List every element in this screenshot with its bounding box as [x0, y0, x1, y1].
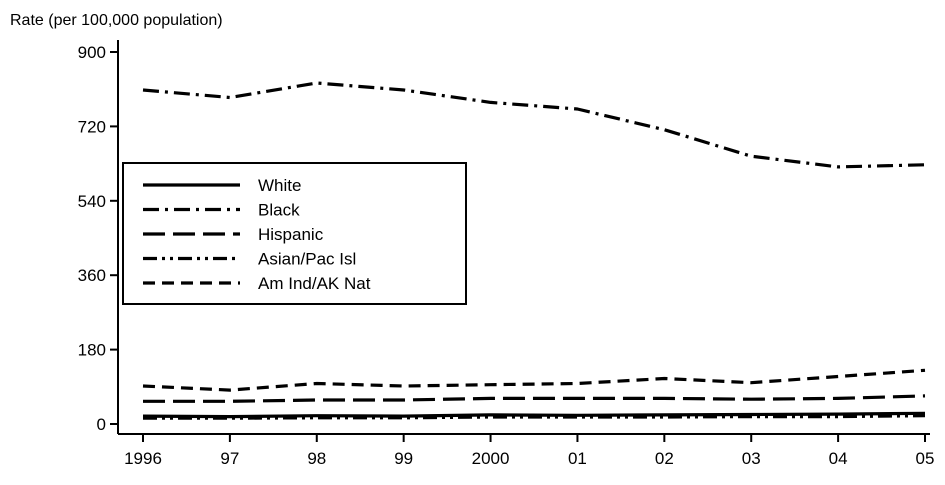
series-line-black — [142, 81, 926, 169]
y-tick-label: 540 — [78, 192, 106, 211]
legend-label-black: Black — [258, 201, 300, 220]
series-line-asian-pac-isl — [143, 414, 926, 420]
legend-label-am-ind-ak-nat: Am Ind/AK Nat — [258, 274, 371, 293]
x-tick-label: 04 — [829, 449, 848, 468]
legend-label-hispanic: Hispanic — [258, 225, 324, 244]
y-tick-label: 360 — [78, 266, 106, 285]
x-tick-label: 05 — [916, 449, 935, 468]
x-tick-label: 98 — [307, 449, 326, 468]
x-tick-label: 02 — [655, 449, 674, 468]
series-line-white — [142, 411, 926, 419]
x-tick-label: 97 — [220, 449, 239, 468]
series-line-hispanic — [143, 394, 926, 403]
axes: 0 180 360 540 720 900 1996 97 98 99 2000 01 02 03 04 05 — [78, 40, 935, 468]
legend-label-white: White — [258, 176, 301, 195]
series-line-am-ind-ak-nat — [142, 368, 926, 392]
x-tick-label: 99 — [394, 449, 413, 468]
series-layer — [142, 81, 926, 420]
legend-label-asian-pac-isl: Asian/Pac Isl — [258, 250, 356, 269]
y-axis-label: Rate (per 100,000 population) — [10, 12, 223, 29]
legend: White Black Hispanic Asian/Pac Isl Am Ind/AK… — [122, 162, 467, 305]
y-tick-label: 720 — [78, 117, 106, 136]
y-tick-label: 900 — [78, 43, 106, 62]
x-tick-label: 2000 — [472, 449, 510, 468]
x-tick-label: 01 — [568, 449, 587, 468]
x-tick-label: 1996 — [124, 449, 162, 468]
y-tick-label: 180 — [78, 341, 106, 360]
y-tick-label: 0 — [97, 415, 106, 434]
x-tick-label: 03 — [742, 449, 761, 468]
